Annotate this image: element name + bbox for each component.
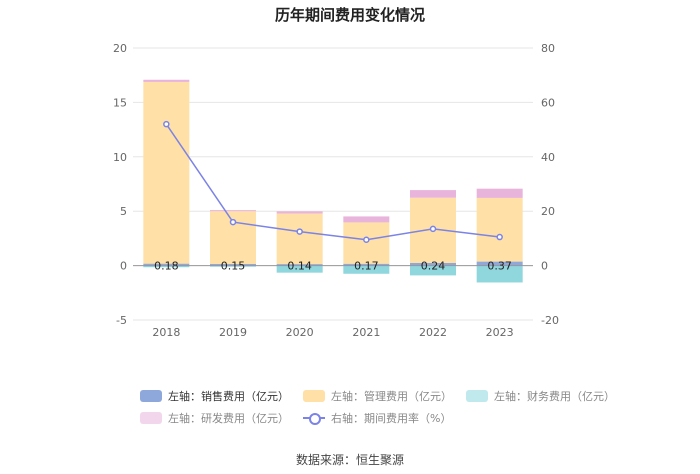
right-axis-tick-label: -20	[541, 314, 559, 327]
legend-swatch-sales	[140, 390, 162, 402]
legend-label-finance: 左轴：财务费用（亿元）	[494, 390, 615, 403]
bar-segment	[210, 265, 256, 267]
x-axis-tick-label: 2020	[286, 326, 314, 339]
legend-item-rnd[interactable]: 左轴：研发费用（亿元）	[140, 410, 289, 426]
expense-ratio-point	[496, 233, 503, 241]
bar-segment	[410, 265, 456, 276]
legend-label-expense-ratio: 右轴：期间费用率（%）	[331, 412, 452, 425]
expense-ratio-point	[229, 218, 237, 226]
left-axis-tick-label: 15	[113, 96, 127, 109]
bar-segment	[343, 222, 390, 264]
x-axis-tick-label: 2021	[352, 326, 380, 339]
data-label-sales: 0.18	[154, 260, 179, 273]
data-label-sales: 0.37	[487, 260, 512, 273]
bar-segment	[276, 264, 323, 266]
expense-ratio-point	[163, 120, 170, 128]
right-axis-tick-label: 80	[541, 42, 555, 55]
bar-segment	[143, 265, 190, 268]
bar-segment	[343, 216, 390, 223]
bar-segment	[143, 81, 190, 264]
legend-item-admin[interactable]: 左轴：管理费用（亿元）	[303, 388, 452, 404]
right-axis-tick-label: 40	[541, 151, 555, 164]
bar-segment	[410, 190, 456, 198]
legend: 左轴：销售费用（亿元） 左轴：管理费用（亿元） 左轴：财务费用（亿元） 左轴：研…	[140, 388, 615, 432]
bar-segment	[276, 211, 323, 214]
x-axis-tick-label: 2019	[219, 326, 247, 339]
bar-segment	[210, 263, 256, 266]
bar-segment	[343, 263, 390, 266]
expense-ratio-point	[296, 228, 303, 235]
bar-segment	[276, 265, 323, 273]
expense-ratio-point	[363, 236, 370, 244]
legend-swatch-rnd	[140, 412, 162, 424]
bar-segment	[143, 263, 190, 266]
right-axis-tick-label: 20	[541, 205, 555, 218]
x-axis-tick-label: 2018	[152, 326, 180, 339]
left-axis-tick-label: 10	[113, 151, 127, 164]
legend-label-rnd: 左轴：研发费用（亿元）	[168, 412, 289, 425]
legend-item-expense-ratio[interactable]: 右轴：期间费用率（%）	[303, 410, 451, 426]
data-label-sales: 0.14	[287, 260, 312, 273]
left-axis-tick-label: 20	[113, 42, 127, 55]
legend-item-sales[interactable]: 左轴：销售费用（亿元）	[140, 388, 289, 404]
legend-swatch-finance	[466, 390, 488, 402]
legend-label-sales: 左轴：销售费用（亿元）	[168, 390, 289, 403]
source-note: 数据来源：恒生聚源	[295, 453, 404, 467]
legend-swatch-expense-ratio	[303, 412, 325, 425]
expense-ratio-point	[429, 225, 437, 233]
x-axis-tick-label: 2022	[419, 326, 447, 339]
left-axis-tick-label: -5	[116, 314, 127, 327]
right-axis-tick-label: 60	[541, 96, 555, 109]
left-axis-tick-label: 5	[120, 205, 127, 218]
bar-segment	[476, 197, 523, 262]
data-label-sales: 0.15	[221, 260, 246, 273]
data-label-sales: 0.17	[354, 260, 379, 273]
bar-segment	[476, 265, 523, 283]
bar-segment	[276, 213, 323, 265]
bar-segment	[210, 210, 256, 212]
bar-segment	[343, 265, 390, 274]
x-axis-tick-label: 2023	[486, 326, 514, 339]
legend-row-2: 左轴：研发费用（亿元） 右轴：期间费用率（%）	[140, 410, 600, 426]
legend-item-finance[interactable]: 左轴：财务费用（亿元）	[466, 388, 615, 404]
legend-label-admin: 左轴：管理费用（亿元）	[331, 390, 452, 403]
bar-segment	[410, 262, 456, 266]
bar-segment	[476, 261, 523, 266]
left-axis-tick-label: 0	[120, 260, 127, 273]
bar-segment	[143, 79, 190, 82]
legend-row-1: 左轴：销售费用（亿元） 左轴：管理费用（亿元） 左轴：财务费用（亿元）	[140, 388, 615, 404]
expense-ratio-line	[165, 123, 500, 241]
right-axis-tick-label: 0	[541, 260, 548, 273]
chart-plot: -5 0 5 10 15 20 -20 0 20 40 60 80 2018 2019 2020 2021 20…	[113, 42, 559, 339]
chart-title: 历年期间费用变化情况	[274, 6, 425, 24]
legend-swatch-admin	[303, 390, 325, 402]
data-label-sales: 0.24	[421, 260, 446, 273]
bar-segment	[476, 188, 523, 198]
